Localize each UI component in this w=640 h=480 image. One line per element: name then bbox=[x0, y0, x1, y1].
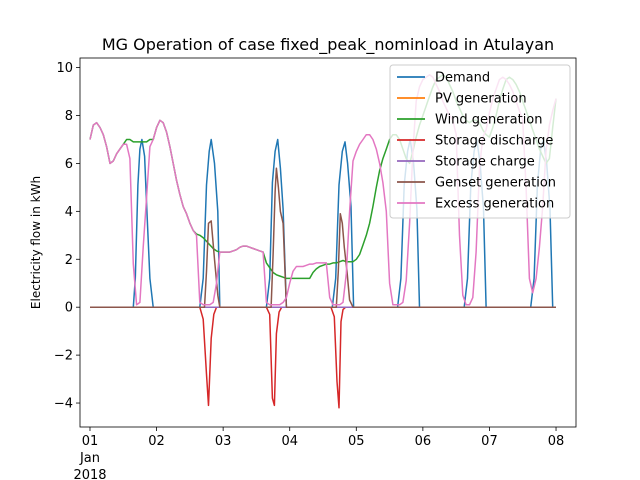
x-axis: 01 Jan 2018 02 03 04 05 06 07 08 bbox=[73, 427, 564, 480]
legend-entry: Storage discharge bbox=[435, 134, 553, 149]
series-layer bbox=[89, 74, 557, 409]
x-tick-label: 03 bbox=[215, 434, 232, 449]
legend-entry: PV generation bbox=[435, 92, 527, 107]
y-axis-label: Electricity flow in kWh bbox=[29, 176, 43, 309]
y-tick-label: 2 bbox=[65, 253, 73, 268]
chart-title: MG Operation of case fixed_peak_nominloa… bbox=[102, 35, 554, 55]
y-tick-label: 10 bbox=[56, 61, 73, 76]
legend-entry: Storage charge bbox=[435, 155, 535, 170]
x-tick-sublabel: 2018 bbox=[73, 468, 106, 480]
x-tick-sublabel: Jan bbox=[79, 451, 100, 466]
y-tick-label: −2 bbox=[54, 349, 73, 364]
legend: Demand PV generation Wind generation Storag… bbox=[389, 64, 571, 219]
plot-frame bbox=[79, 57, 577, 428]
y-axis: −4 −2 0 2 4 6 8 10 bbox=[54, 61, 80, 412]
x-tick-label: 07 bbox=[481, 434, 498, 449]
legend-entry: Genset generation bbox=[435, 176, 556, 191]
legend-box bbox=[389, 64, 571, 219]
y-tick-label: 0 bbox=[65, 301, 73, 316]
legend-entry: Demand bbox=[435, 71, 490, 86]
x-tick-label: 06 bbox=[415, 434, 432, 449]
y-tick-label: 8 bbox=[65, 109, 73, 124]
y-tick-label: 4 bbox=[65, 205, 73, 220]
legend-entry: Excess generation bbox=[435, 197, 554, 212]
x-tick-label: 02 bbox=[148, 434, 165, 449]
series-line-3 bbox=[90, 306, 556, 409]
x-tick-label: 01 bbox=[82, 434, 99, 449]
y-tick-label: −4 bbox=[54, 397, 73, 412]
series-line-5 bbox=[90, 167, 556, 308]
y-tick-label: 6 bbox=[65, 157, 73, 172]
x-tick-label: 05 bbox=[348, 434, 365, 449]
x-tick-label: 08 bbox=[548, 434, 565, 449]
legend-entry: Wind generation bbox=[435, 113, 543, 128]
x-tick-label: 04 bbox=[281, 434, 298, 449]
